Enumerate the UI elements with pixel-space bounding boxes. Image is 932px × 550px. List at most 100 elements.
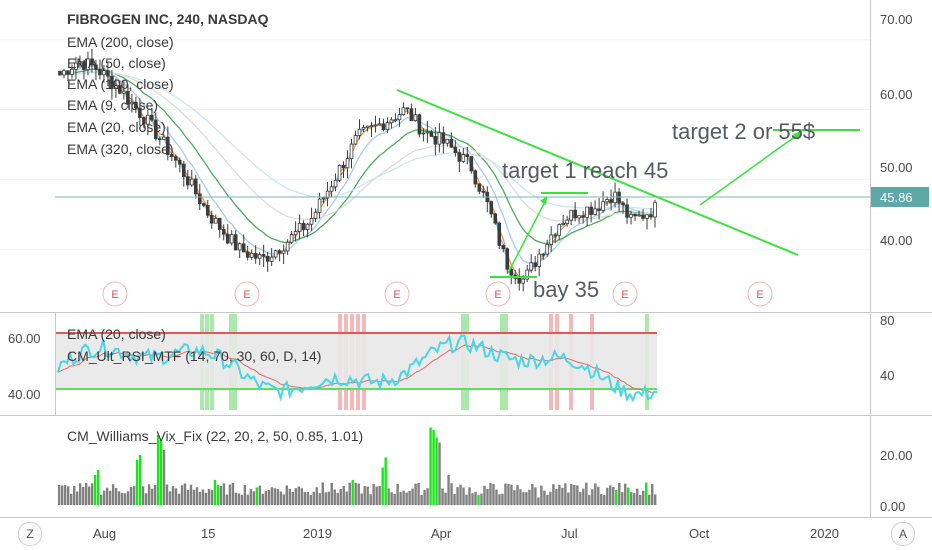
candle-down bbox=[581, 215, 585, 218]
target1-label[interactable]: target 1 reach 45 bbox=[502, 158, 668, 183]
candle-up bbox=[629, 214, 633, 218]
vix-bar bbox=[420, 494, 423, 505]
vix-bar bbox=[486, 488, 489, 505]
vix-pane[interactable]: CM_Williams_Vix_Fix (22, 20, 2, 50, 0.85… bbox=[58, 427, 913, 515]
candle-down bbox=[453, 146, 458, 153]
vix-bar bbox=[288, 488, 292, 505]
vix-legend[interactable]: CM_Williams_Vix_Fix (22, 20, 2, 50, 0.85… bbox=[67, 428, 363, 444]
candle-down bbox=[509, 268, 514, 276]
candle-up bbox=[70, 68, 74, 75]
log-scale-button[interactable]: Z bbox=[18, 522, 42, 546]
rsi-ema-legend[interactable]: EMA (20, close) bbox=[67, 326, 166, 342]
vix-bar bbox=[348, 482, 351, 505]
downtrend-line[interactable] bbox=[396, 89, 799, 256]
vix-bar bbox=[234, 492, 238, 505]
vix-bar bbox=[330, 482, 333, 505]
rsi-mtf-legend[interactable]: CM_Ult_RSI_MTF (14, 70, 30, 60, D, 14) bbox=[67, 348, 321, 364]
target2-arrow-line[interactable] bbox=[699, 132, 801, 206]
vix-bar bbox=[105, 487, 109, 505]
price-pane[interactable] bbox=[0, 0, 870, 312]
vix-bar-signal bbox=[645, 482, 648, 505]
candle-down bbox=[142, 117, 146, 125]
vix-bar bbox=[240, 494, 244, 505]
candle-down bbox=[66, 70, 70, 75]
candle-down bbox=[209, 214, 214, 224]
vix-bar bbox=[570, 483, 573, 505]
vix-bar-signal bbox=[138, 455, 142, 505]
time-axis[interactable]: Aug 15 2019 Apr Jul Oct 2020 bbox=[93, 526, 839, 541]
earnings-label: E bbox=[756, 289, 763, 301]
ema-legend-item[interactable]: EMA (50, close) bbox=[67, 55, 166, 71]
vix-bar-signal bbox=[627, 487, 630, 505]
vix-bar bbox=[273, 488, 277, 505]
vix-bar bbox=[579, 492, 582, 505]
vix-bar bbox=[261, 493, 265, 505]
rsi-pane[interactable]: EMA (20, close) CM_Ult_RSI_MTF (14, 70, … bbox=[8, 313, 894, 410]
chart-legend: FIBROGEN INC, 240, NASDAQ EMA (200, clos… bbox=[67, 11, 269, 157]
vix-bar bbox=[303, 492, 306, 505]
candle-down bbox=[241, 243, 246, 253]
vix-bar bbox=[147, 484, 151, 505]
vix-bar bbox=[510, 484, 513, 505]
vix-bar bbox=[591, 489, 594, 505]
candle-down bbox=[233, 234, 238, 251]
price-axis[interactable]: 70.00 60.00 50.00 40.00 45.86 bbox=[871, 12, 929, 248]
vix-bar bbox=[84, 482, 88, 505]
ema-legend-item[interactable]: EMA (9, close) bbox=[67, 97, 158, 113]
candle-down bbox=[465, 154, 470, 157]
auto-scale-button[interactable]: A bbox=[891, 522, 915, 546]
ema-line-100 bbox=[59, 68, 656, 245]
vix-bar bbox=[168, 491, 172, 505]
candle-down bbox=[185, 176, 190, 186]
vix-bar bbox=[360, 493, 363, 505]
candle-up bbox=[593, 208, 597, 215]
ema-legend-item[interactable]: EMA (100, close) bbox=[67, 76, 174, 92]
candle-up bbox=[317, 198, 322, 213]
candle-up bbox=[397, 114, 402, 121]
candle-down bbox=[158, 138, 162, 141]
vix-bar bbox=[63, 485, 67, 505]
candle-down bbox=[457, 152, 462, 162]
candle-down bbox=[449, 138, 454, 148]
vix-bar bbox=[408, 490, 411, 505]
vix-bar bbox=[630, 492, 633, 505]
vix-bar bbox=[603, 494, 606, 505]
drawings[interactable]: target 1 reach 45 target 2 or 55$ bay 35 bbox=[396, 89, 860, 302]
target2-label[interactable]: target 2 or 55$ bbox=[672, 119, 815, 144]
vix-bar bbox=[441, 488, 444, 505]
vix-bar bbox=[600, 494, 603, 505]
vix-bar bbox=[573, 484, 576, 505]
candle-up bbox=[529, 262, 534, 271]
vix-bar bbox=[516, 485, 519, 505]
vix-bar bbox=[396, 484, 399, 505]
vix-bar bbox=[327, 491, 330, 505]
vix-bar bbox=[552, 484, 555, 505]
vix-bar bbox=[585, 482, 588, 505]
target1-arrow-line[interactable] bbox=[507, 197, 548, 274]
candle-down bbox=[126, 90, 130, 105]
vix-bar-signal bbox=[615, 490, 618, 505]
buy-label[interactable]: bay 35 bbox=[533, 277, 599, 302]
candle-up bbox=[361, 127, 366, 130]
vix-bar bbox=[372, 483, 375, 505]
ema-legend-item[interactable]: EMA (20, close) bbox=[67, 119, 166, 135]
candle-up bbox=[189, 178, 194, 186]
candle-up bbox=[425, 131, 430, 134]
vix-tick: 0.00 bbox=[880, 499, 905, 514]
ema-legend-item[interactable]: EMA (320, close) bbox=[67, 141, 174, 157]
vix-bar bbox=[177, 493, 181, 505]
vix-bar bbox=[183, 483, 187, 505]
candle-down bbox=[497, 222, 502, 246]
ema-legend-item[interactable]: EMA (200, close) bbox=[67, 34, 174, 50]
candle-down bbox=[106, 70, 110, 77]
vix-bar bbox=[387, 488, 390, 505]
price-tick: 70.00 bbox=[880, 12, 913, 27]
candle-up bbox=[437, 132, 442, 145]
vix-bar bbox=[300, 488, 303, 505]
candle-up bbox=[229, 234, 234, 244]
candle-down bbox=[621, 202, 625, 206]
candle-down bbox=[301, 222, 306, 230]
vix-bar bbox=[447, 475, 450, 505]
